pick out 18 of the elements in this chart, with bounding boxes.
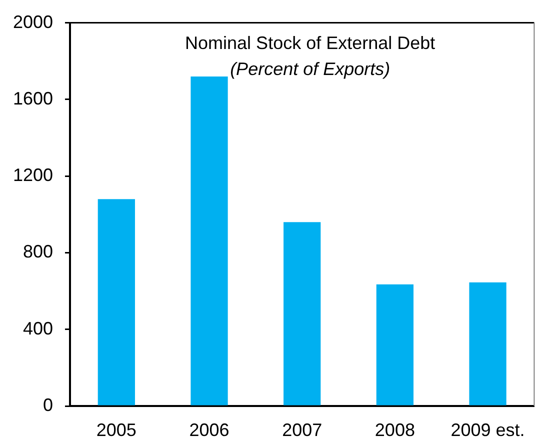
x-tick-label: 2006 <box>189 420 230 440</box>
x-tick-label: 2007 <box>282 420 322 440</box>
text: Nominal Stock of External Debt <box>185 32 436 53</box>
y-tick-label: 800 <box>22 242 53 262</box>
x-tick-label: 2008 <box>374 420 415 440</box>
x-tick-label: 2009 est. <box>450 420 525 440</box>
y-tick-label: 0 <box>42 394 53 415</box>
bar <box>98 199 135 406</box>
x-tick-label: 2005 <box>96 420 136 440</box>
y-tick-label: 400 <box>22 318 53 338</box>
bar <box>469 282 506 406</box>
text: (Percent of Exports) <box>230 58 390 79</box>
bar <box>376 284 414 406</box>
bar <box>284 222 321 406</box>
bar <box>190 76 228 406</box>
y-tick-label: 2000 <box>12 12 53 32</box>
y-tick-label: 1600 <box>12 88 53 108</box>
y-tick-label: 1200 <box>12 165 53 186</box>
